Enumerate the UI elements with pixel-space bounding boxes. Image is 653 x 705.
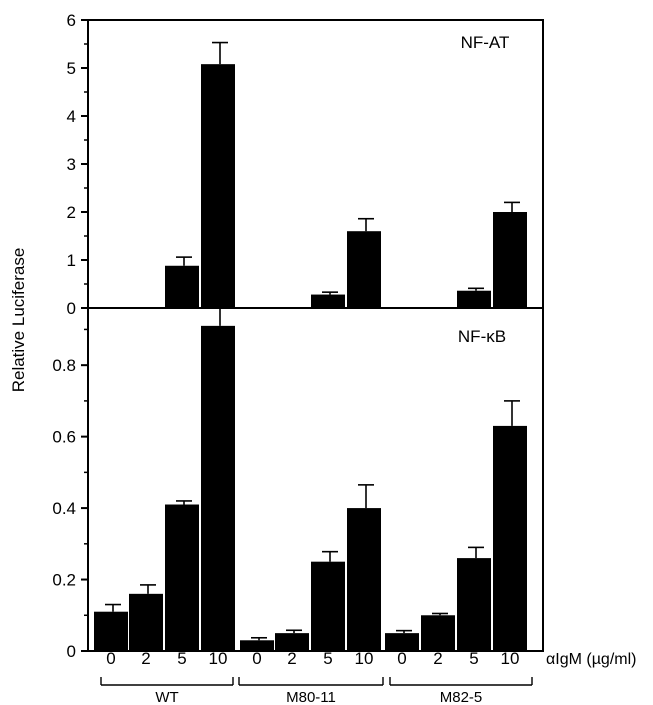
bar-nf-kb-5	[275, 633, 309, 651]
bars-nf-at	[129, 41, 527, 308]
x-tick-label: 10	[501, 649, 520, 668]
x-tick-label: 10	[209, 649, 228, 668]
bar-nf-kb-9	[421, 615, 455, 651]
bar-nf-at-10	[457, 290, 491, 308]
bar-nf-kb-6	[311, 561, 345, 651]
bar-nf-kb-1	[129, 593, 163, 651]
y-tick-label: 0.6	[52, 428, 76, 447]
panel-nf-at-frame	[87, 19, 544, 309]
bar-nf-at-6	[311, 294, 345, 308]
bar-nf-kb-7	[347, 508, 381, 651]
bar-nf-kb-2	[165, 504, 199, 651]
x-tick-label: 5	[469, 649, 478, 668]
y-ticks-nf-kb: 0 0.2 0.4 0.6 0.8	[52, 328, 88, 661]
x-tick-label: 0	[397, 649, 406, 668]
x-tick-label: 2	[141, 649, 150, 668]
bar-nf-at-3	[201, 64, 235, 308]
bar-nf-kb-4	[240, 640, 274, 651]
x-tick-label: 10	[355, 649, 374, 668]
y-axis-label: Relative Luciferase	[9, 248, 28, 393]
x-tick-label: 2	[287, 649, 296, 668]
y-tick-label: 0.2	[52, 571, 76, 590]
bar-nf-kb-3	[201, 325, 235, 651]
panel-nf-at: NF-AT 0 1 2 3 4 5 6	[67, 11, 544, 318]
y-tick-label: 0.8	[52, 356, 76, 375]
y-tick-label: 4	[67, 107, 76, 126]
y-tick-label: 2	[67, 203, 76, 222]
y-tick-label: 3	[67, 155, 76, 174]
group-label: M80-11	[286, 689, 336, 705]
panel-nf-kb-title: NF-κB	[458, 327, 506, 346]
bar-nf-at-11	[493, 212, 527, 308]
bar-nf-at-7	[347, 231, 381, 308]
group-label: WT	[155, 689, 178, 705]
x-tick-label: 0	[106, 649, 115, 668]
group-label: M82-5	[440, 689, 483, 705]
y-ticks-nf-at: 0 1 2 3 4 5 6	[67, 11, 88, 318]
bar-nf-kb-8	[385, 633, 419, 651]
x-tick-label: 5	[177, 649, 186, 668]
y-tick-label: 0	[67, 642, 76, 661]
y-tick-label: 0	[67, 299, 76, 318]
y-tick-label: 5	[67, 59, 76, 78]
group-brackets: WT M80-11 M82-5	[100, 677, 533, 705]
bar-nf-kb-0	[94, 611, 128, 651]
x-tick-label: 0	[252, 649, 261, 668]
bars-nf-kb	[94, 300, 527, 651]
y-tick-label: 6	[67, 11, 76, 30]
panel-nf-kb: NF-κB 0 0.2 0.4 0.6 0.8	[52, 300, 544, 661]
y-tick-label: 0.4	[52, 499, 76, 518]
x-tick-label: 5	[323, 649, 332, 668]
panel-nf-at-title: NF-AT	[461, 33, 510, 52]
bar-nf-kb-11	[493, 425, 527, 651]
x-tick-labels: 0 2 5 10 0 2 5 10 0 2 5 10	[106, 649, 519, 668]
bar-nf-at-2	[165, 265, 199, 308]
y-tick-label: 1	[67, 251, 76, 270]
x-tick-label: 2	[433, 649, 442, 668]
x-unit-label: αIgM (µg/ml)	[546, 651, 636, 668]
bar-nf-kb-10	[457, 558, 491, 651]
